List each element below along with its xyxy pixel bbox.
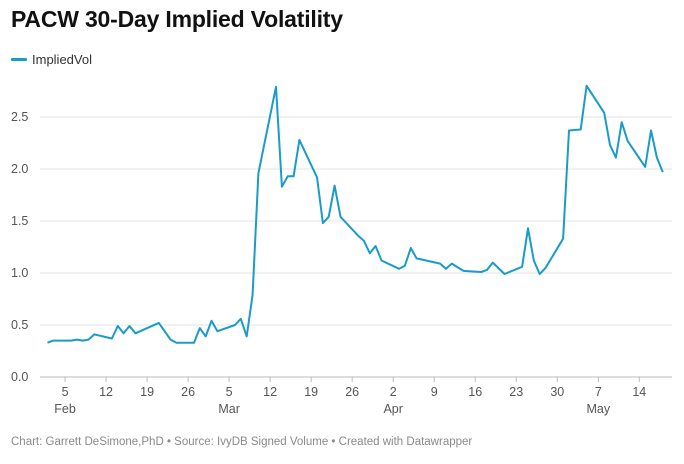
y-tick-label: 2.5	[11, 110, 28, 124]
x-tick-label: 14	[632, 385, 646, 399]
x-tick-label: 12	[263, 385, 277, 399]
x-tick-label: 2	[390, 385, 397, 399]
y-tick-label: 1.0	[11, 266, 28, 280]
x-tick-label: 16	[468, 385, 482, 399]
y-tick-label: 0.0	[11, 370, 28, 384]
x-tick-label: 5	[226, 385, 233, 399]
legend-label: ImpliedVol	[32, 52, 92, 67]
x-tick-label: 7	[595, 385, 602, 399]
x-tick-label: 19	[140, 385, 154, 399]
x-month-label: Feb	[54, 402, 76, 416]
x-tick-label: 26	[345, 385, 359, 399]
y-tick-label: 0.5	[11, 318, 28, 332]
x-month-label: May	[586, 402, 610, 416]
x-tick-label: 23	[509, 385, 523, 399]
x-tick-label: 9	[431, 385, 438, 399]
y-tick-label: 2.0	[11, 162, 28, 176]
chart-title: PACW 30-Day Implied Volatility	[11, 6, 343, 32]
x-month-label: Apr	[383, 402, 402, 416]
x-tick-label: 19	[304, 385, 318, 399]
series-line-impliedvol	[47, 84, 664, 344]
legend: ImpliedVol	[11, 52, 92, 67]
x-tick-label: 5	[62, 385, 69, 399]
x-tick-label: 12	[99, 385, 113, 399]
legend-swatch	[11, 58, 27, 61]
x-tick-label: 30	[550, 385, 564, 399]
chart-footer: Chart: Garrett DeSimone,PhD • Source: Iv…	[11, 436, 473, 448]
y-tick-label: 1.5	[11, 214, 28, 228]
x-month-label: Mar	[218, 402, 240, 416]
x-tick-label: 26	[181, 385, 195, 399]
